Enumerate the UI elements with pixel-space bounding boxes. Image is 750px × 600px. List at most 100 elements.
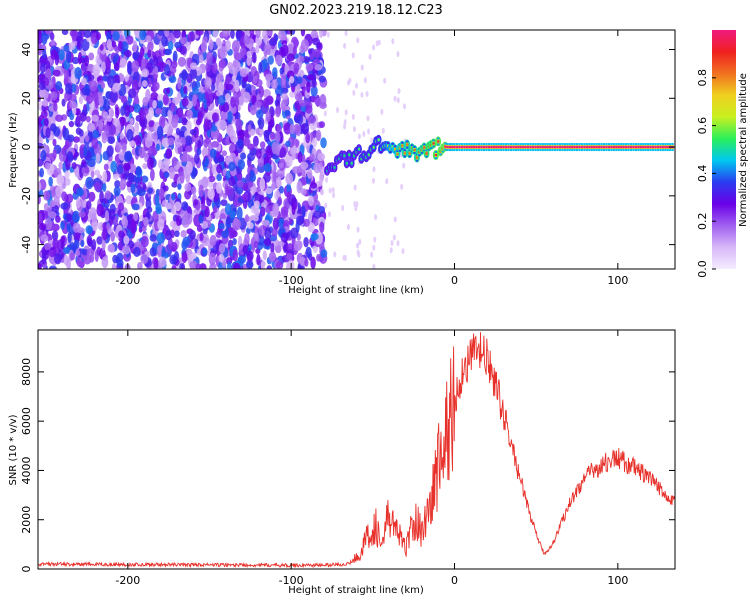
colorbar-ticks: 0.0 0.2 0.4 0.6 0.8 bbox=[696, 69, 716, 278]
snr-y-ticks: 0 2000 4000 6000 8000 bbox=[20, 358, 675, 573]
heatmap-noise-cell bbox=[126, 129, 134, 142]
heatmap-ridge-core bbox=[647, 146, 650, 149]
heatmap-noise-cell bbox=[91, 114, 99, 122]
heatmap-noise-cell bbox=[66, 258, 71, 269]
heatmap-faint-cell bbox=[392, 234, 396, 241]
heatmap-noise-cell bbox=[66, 223, 71, 232]
heatmap-noise-cell bbox=[150, 92, 159, 101]
heatmap-noise-cell bbox=[87, 237, 92, 247]
heatmap-ridge-core bbox=[512, 146, 515, 149]
heatmap-noise-cell bbox=[81, 38, 90, 52]
heatmap-ridge-core bbox=[425, 152, 428, 155]
heatmap-noise-cell bbox=[60, 202, 69, 210]
heatmap-noise-cell bbox=[80, 200, 89, 208]
heatmap-faint-cell bbox=[396, 97, 400, 104]
heatmap-noise-cell bbox=[286, 182, 292, 193]
heatmap-faint-cell bbox=[360, 64, 364, 71]
colorbar-tick-label: 0.4 bbox=[696, 165, 709, 183]
heatmap-noise-cell bbox=[117, 40, 123, 52]
heatmap-noise-cell bbox=[123, 235, 130, 245]
heatmap-noise-cell bbox=[64, 92, 69, 103]
heatmap-noise-cell bbox=[138, 146, 146, 159]
heatmap-noise-cell bbox=[38, 158, 44, 167]
heatmap-noise-cell bbox=[300, 161, 309, 170]
heatmap-noise-cell bbox=[148, 145, 156, 157]
heatmap-noise-cell bbox=[229, 152, 236, 160]
heatmap-ridge-core bbox=[480, 146, 483, 149]
heatmap-noise-cell bbox=[225, 93, 231, 103]
heatmap-faint-cell bbox=[363, 77, 367, 84]
heatmap-noise-cell bbox=[75, 197, 81, 209]
heatmap-noise-cell bbox=[38, 181, 42, 192]
snr-series-line bbox=[38, 332, 675, 569]
heatmap-noise-cell bbox=[129, 117, 134, 125]
heatmap-noise-cell bbox=[118, 151, 126, 161]
heatmap-noise-cell bbox=[271, 141, 278, 155]
heatmap-noise-cell bbox=[153, 258, 159, 269]
heatmap-noise-cell bbox=[236, 206, 243, 220]
heatmap-noise-cell bbox=[135, 165, 142, 176]
heatmap-noise-cell bbox=[91, 212, 97, 224]
heatmap-noise-cell bbox=[286, 252, 293, 261]
heatmap-faint-cell bbox=[391, 38, 395, 45]
heatmap-ridge-core bbox=[531, 146, 535, 149]
heatmap-noise-cell bbox=[252, 135, 259, 147]
heatmap-noise-cell bbox=[197, 111, 203, 124]
heatmap-noise-cell bbox=[102, 183, 107, 192]
heatmap-noise-cell bbox=[38, 263, 42, 269]
heatmap-noise-cell bbox=[156, 244, 163, 253]
heatmap-noise-cell bbox=[172, 50, 178, 63]
heatmap-noise-cell bbox=[185, 213, 193, 225]
heatmap-noise-cell bbox=[243, 137, 251, 147]
heatmap-ridge-core bbox=[629, 146, 633, 149]
heatmap-noise-cell bbox=[51, 230, 59, 241]
heatmap-ridge-core bbox=[357, 148, 361, 151]
heatmap-noise-cell bbox=[147, 49, 152, 58]
heatmap-noise-cell bbox=[50, 39, 56, 46]
heatmap-noise-cell bbox=[87, 122, 96, 132]
heatmap-noise-cell bbox=[236, 52, 242, 61]
heatmap-noise-cell bbox=[175, 215, 182, 227]
heatmap-noise-cell bbox=[174, 41, 182, 49]
heatmap-noise-cell bbox=[200, 220, 209, 229]
heatmap-ridge-core bbox=[659, 146, 662, 149]
heatmap-ridge-core bbox=[507, 146, 510, 149]
heatmap-noise-cell bbox=[319, 188, 324, 196]
heatmap-noise-cell bbox=[133, 30, 141, 38]
spectrogram-x-axis-label: Height of straight line (km) bbox=[288, 285, 424, 296]
heatmap-noise-cell bbox=[181, 136, 186, 147]
heatmap-faint-cell bbox=[396, 240, 400, 247]
heatmap-noise-cell bbox=[83, 145, 88, 157]
heatmap-ridge-core bbox=[612, 146, 615, 149]
heatmap-noise-cell bbox=[148, 120, 155, 128]
heatmap-noise-cell bbox=[140, 253, 149, 265]
heatmap-noise-cell bbox=[45, 127, 51, 139]
heatmap-noise-cell bbox=[149, 234, 157, 242]
heatmap-ridge-core bbox=[367, 153, 370, 156]
heatmap-noise-cell bbox=[228, 176, 236, 187]
heatmap-ridge-core bbox=[492, 146, 495, 149]
heatmap-noise-cell bbox=[179, 45, 187, 55]
heatmap-noise-cell bbox=[238, 217, 247, 230]
heatmap-noise-cell bbox=[296, 180, 303, 194]
heatmap-noise-cell bbox=[276, 168, 285, 179]
heatmap-faint-cell bbox=[385, 178, 389, 185]
heatmap-noise-cell bbox=[90, 170, 95, 179]
heatmap-noise-cell bbox=[92, 91, 99, 103]
heatmap-noise-cell bbox=[166, 32, 175, 42]
heatmap-ridge-core bbox=[403, 152, 406, 155]
heatmap-noise-cell bbox=[44, 162, 51, 170]
heatmap-noise-cell bbox=[153, 72, 159, 79]
heatmap-faint-cell bbox=[372, 263, 376, 269]
heatmap-noise-cell bbox=[98, 96, 104, 108]
heatmap-noise-cell bbox=[237, 255, 246, 264]
heatmap-noise-cell bbox=[155, 107, 163, 115]
heatmap-noise-cell bbox=[118, 230, 125, 239]
snr-x-tick-label: -100 bbox=[279, 574, 304, 587]
heatmap-noise-cell bbox=[270, 242, 275, 254]
heatmap-noise-cell bbox=[133, 53, 138, 61]
heatmap-faint-cell bbox=[342, 254, 346, 261]
heatmap-noise-cell bbox=[300, 188, 307, 196]
heatmap-noise-cell bbox=[39, 54, 48, 65]
heatmap-noise-cell bbox=[265, 111, 271, 123]
